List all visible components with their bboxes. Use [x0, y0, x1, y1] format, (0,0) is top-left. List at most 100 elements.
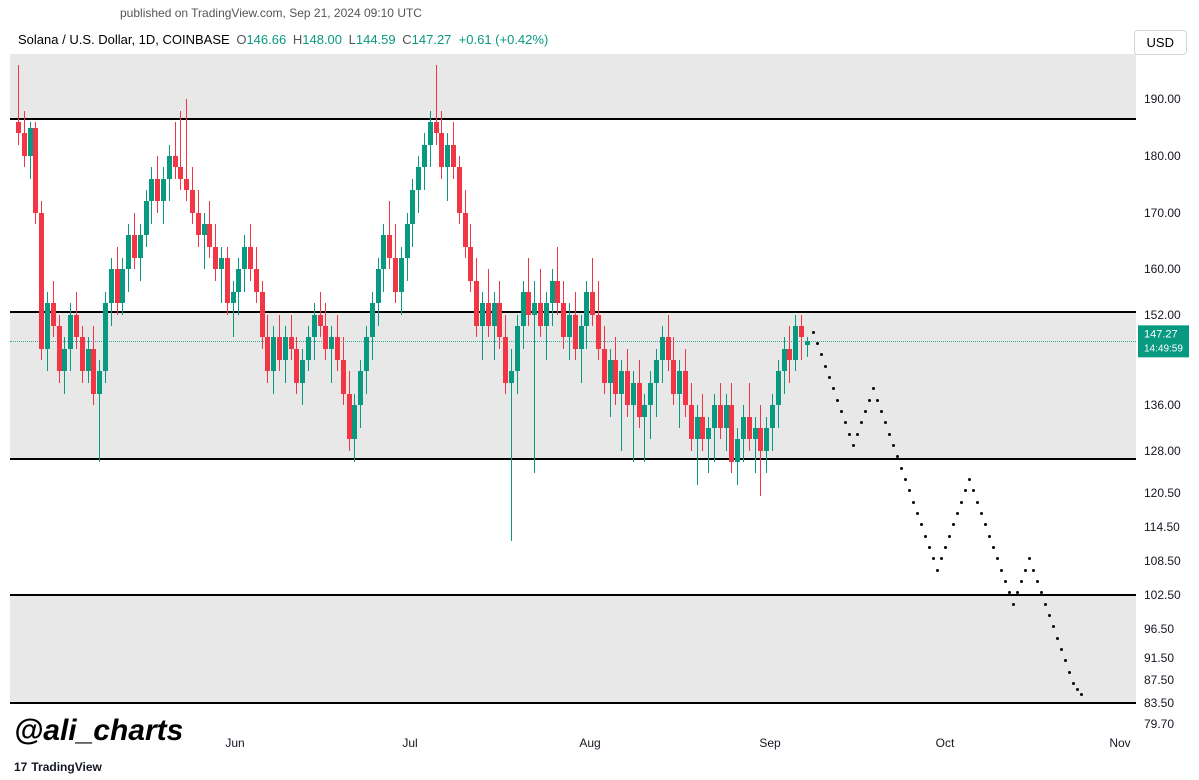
candle-body: [329, 337, 334, 348]
candle-body: [793, 326, 798, 360]
candle-body: [358, 371, 363, 405]
projection-dot: [1060, 648, 1063, 651]
y-axis-label: 180.00: [1144, 149, 1181, 163]
projection-dot: [928, 546, 931, 549]
open-label: O: [236, 32, 246, 47]
projection-dot: [900, 467, 903, 470]
candle-body: [97, 371, 102, 394]
candle-body: [637, 383, 642, 417]
projection-dot: [984, 523, 987, 526]
projection-dot: [948, 535, 951, 538]
candle-wick: [546, 292, 547, 360]
y-axis-label: 152.00: [1144, 308, 1181, 322]
x-axis-label: Oct: [936, 736, 955, 750]
y-axis-label: 190.00: [1144, 92, 1181, 106]
candle-body: [248, 247, 253, 270]
projection-dot: [864, 410, 867, 413]
candle-body: [753, 428, 758, 439]
x-axis-label: Jun: [225, 736, 244, 750]
candle-body: [57, 326, 62, 371]
candle-wick: [714, 394, 715, 462]
projection-dot: [1036, 580, 1039, 583]
chart-canvas[interactable]: [10, 54, 1136, 734]
candle-body: [39, 213, 44, 349]
candle-wick: [760, 405, 761, 496]
candle-body: [428, 122, 433, 145]
tradingview-footer: 17TradingView: [14, 760, 102, 774]
candle-body: [550, 281, 555, 304]
price-axis[interactable]: 190.00180.00170.00160.00152.00136.00128.…: [1138, 54, 1194, 734]
candle-body: [474, 281, 479, 326]
candle-body: [544, 303, 549, 326]
support-resistance-line: [10, 311, 1136, 313]
candle-body: [74, 315, 79, 338]
candle-body: [747, 417, 752, 440]
projection-dot: [1068, 671, 1071, 674]
high-label: H: [293, 32, 302, 47]
candle-wick: [221, 247, 222, 304]
candle-wick: [494, 292, 495, 360]
candle-body: [91, 349, 96, 394]
candle-body: [590, 292, 595, 315]
candle-body: [213, 247, 218, 270]
candle-body: [741, 417, 746, 440]
candle-body: [416, 167, 421, 190]
candle-body: [196, 213, 201, 236]
projection-dot: [840, 410, 843, 413]
candle-wick: [610, 349, 611, 417]
symbol-info-bar: Solana / U.S. Dollar, 1D, COINBASE O146.…: [18, 32, 548, 47]
candle-body: [584, 292, 589, 326]
current-price-tag: 147.2714:49:59: [1138, 326, 1189, 357]
candle-body: [300, 360, 305, 383]
candle-body: [190, 190, 195, 213]
candle-body: [683, 371, 688, 405]
candle-wick: [679, 360, 680, 428]
projection-dot: [852, 444, 855, 447]
candle-body: [660, 337, 665, 360]
candle-body: [602, 349, 607, 383]
projection-dot: [912, 501, 915, 504]
close-value: 147.27: [412, 32, 452, 47]
candle-body: [271, 337, 276, 371]
projection-dot: [960, 501, 963, 504]
x-axis-label: Aug: [579, 736, 600, 750]
projection-dot: [1056, 637, 1059, 640]
y-axis-label: 170.00: [1144, 206, 1181, 220]
support-resistance-line: [10, 118, 1136, 120]
candle-body: [126, 235, 131, 269]
candle-body: [260, 292, 265, 337]
candle-body: [289, 337, 294, 348]
candle-body: [132, 235, 137, 258]
price-band: [10, 54, 1136, 119]
candle-wick: [755, 417, 756, 474]
candle-body: [538, 303, 543, 326]
x-axis-label: Nov: [1109, 736, 1130, 750]
projection-dot: [952, 523, 955, 526]
projection-dot: [976, 501, 979, 504]
currency-button[interactable]: USD: [1134, 30, 1187, 55]
candle-body: [265, 337, 270, 371]
candle-body: [486, 303, 491, 326]
candle-body: [178, 167, 183, 178]
projection-dot: [992, 546, 995, 549]
candle-body: [33, 128, 38, 213]
candle-body: [51, 303, 56, 326]
candle-body: [387, 235, 392, 258]
candle-body: [666, 337, 671, 360]
candle-body: [207, 224, 212, 247]
candle-body: [381, 235, 386, 269]
projection-dot: [812, 331, 815, 334]
projection-dot: [880, 410, 883, 413]
candle-body: [648, 383, 653, 406]
candle-wick: [650, 371, 651, 439]
candle-body: [16, 122, 21, 133]
candle-body: [254, 269, 259, 292]
candle-body: [86, 349, 91, 372]
projection-dot: [996, 557, 999, 560]
y-axis-label: 136.00: [1144, 398, 1181, 412]
low-value: 144.59: [356, 32, 396, 47]
candle-body: [323, 326, 328, 349]
candle-body: [573, 315, 578, 349]
candle-body: [294, 349, 299, 383]
candle-wick: [807, 337, 808, 356]
